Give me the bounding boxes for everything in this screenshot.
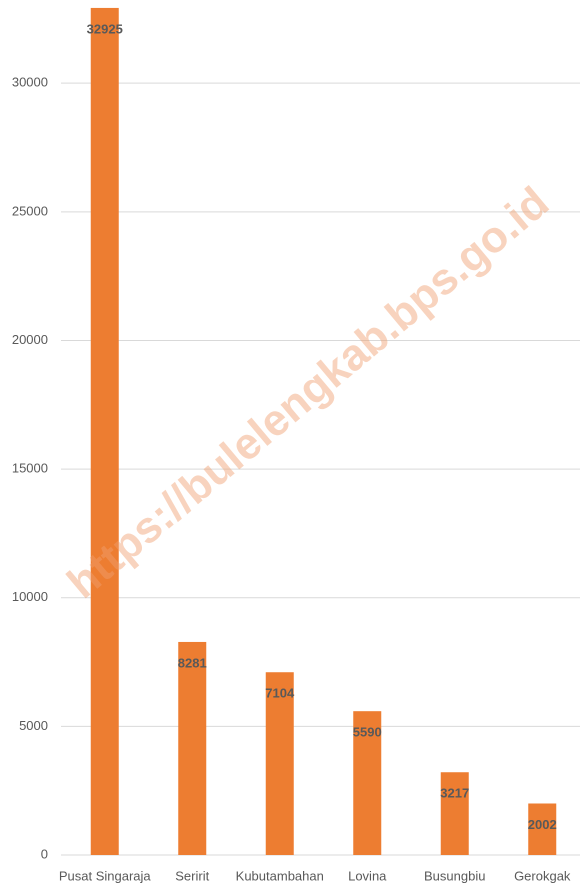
x-tick-label: Seririt: [175, 868, 209, 883]
data-label: 3217: [440, 786, 469, 801]
y-tick-label: 15000: [12, 461, 48, 476]
bar: [265, 672, 294, 855]
x-tick-label: Lovina: [348, 868, 387, 883]
data-label: 2002: [528, 817, 557, 832]
x-tick-label: Pusat Singaraja: [59, 868, 152, 883]
data-label: 8281: [178, 655, 207, 670]
y-tick-label: 25000: [12, 203, 48, 218]
bar: [178, 641, 207, 855]
data-label: 32925: [87, 21, 123, 36]
x-tick-label: Gerokgak: [514, 868, 571, 883]
data-label: 7104: [265, 686, 295, 701]
bar: [440, 772, 469, 855]
bar: [353, 711, 382, 855]
x-tick-label: Busungbiu: [424, 868, 485, 883]
x-tick-label: Kubutambahan: [236, 868, 324, 883]
data-label: 5590: [353, 725, 382, 740]
y-tick-label: 20000: [12, 332, 48, 347]
y-tick-label: 5000: [19, 718, 48, 733]
bar: [528, 803, 557, 855]
watermark: https://bulelengkab.bps.go.id: [58, 178, 558, 608]
y-tick-label: 0: [41, 846, 48, 861]
y-tick-label: 30000: [12, 75, 48, 90]
bar: [90, 7, 119, 855]
y-tick-label: 10000: [12, 589, 48, 604]
